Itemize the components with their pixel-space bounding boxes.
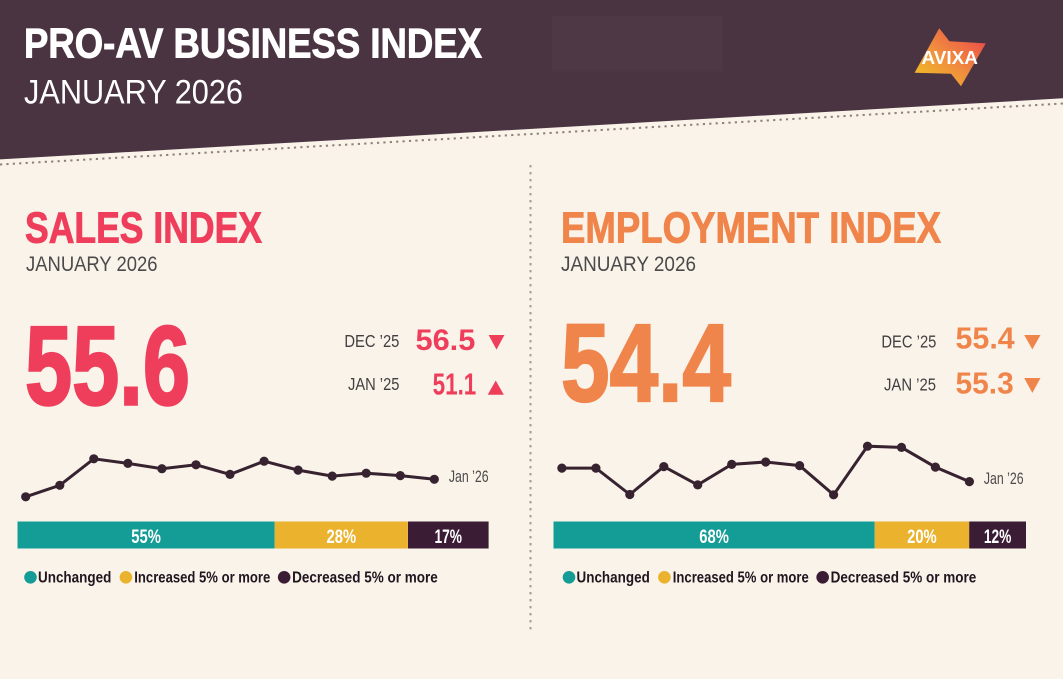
svg-text:SALES INDEX: SALES INDEX xyxy=(25,204,262,253)
svg-text:EMPLOYMENT INDEX: EMPLOYMENT INDEX xyxy=(561,204,941,253)
svg-text:AVIXA: AVIXA xyxy=(922,47,978,68)
svg-text:54.4: 54.4 xyxy=(561,302,731,425)
svg-text:55%: 55% xyxy=(131,527,161,548)
svg-text:55.6: 55.6 xyxy=(25,304,190,429)
svg-text:17%: 17% xyxy=(434,527,462,548)
svg-text:56.5: 56.5 xyxy=(416,324,476,357)
svg-text:Jan ’26: Jan ’26 xyxy=(449,468,489,486)
svg-text:Increased 5% or more: Increased 5% or more xyxy=(673,569,809,586)
svg-text:28%: 28% xyxy=(327,527,357,548)
svg-text:Increased 5% or more: Increased 5% or more xyxy=(134,569,270,586)
svg-text:55.4: 55.4 xyxy=(956,320,1016,355)
svg-text:68%: 68% xyxy=(699,527,729,548)
svg-text:JANUARY 2026: JANUARY 2026 xyxy=(561,252,696,276)
svg-text:51.1: 51.1 xyxy=(433,366,477,401)
svg-text:PRO-AV BUSINESS INDEX: PRO-AV BUSINESS INDEX xyxy=(24,21,482,67)
svg-text:12%: 12% xyxy=(984,527,1012,548)
svg-text:JAN ’25: JAN ’25 xyxy=(884,374,936,394)
svg-text:Unchanged: Unchanged xyxy=(577,569,650,586)
svg-text:Jan ’26: Jan ’26 xyxy=(984,470,1024,488)
svg-text:55.3: 55.3 xyxy=(956,365,1014,400)
svg-text:JAN ’25: JAN ’25 xyxy=(348,374,399,394)
svg-text:Decreased 5% or more: Decreased 5% or more xyxy=(292,569,438,586)
svg-text:DEC ’25: DEC ’25 xyxy=(344,331,399,351)
svg-text:Unchanged: Unchanged xyxy=(38,569,111,586)
svg-text:20%: 20% xyxy=(907,527,937,548)
svg-text:Decreased 5% or more: Decreased 5% or more xyxy=(831,569,977,586)
svg-text:JANUARY 2026: JANUARY 2026 xyxy=(24,74,243,112)
svg-text:JANUARY 2026: JANUARY 2026 xyxy=(26,252,158,276)
svg-text:DEC ’25: DEC ’25 xyxy=(881,332,936,352)
